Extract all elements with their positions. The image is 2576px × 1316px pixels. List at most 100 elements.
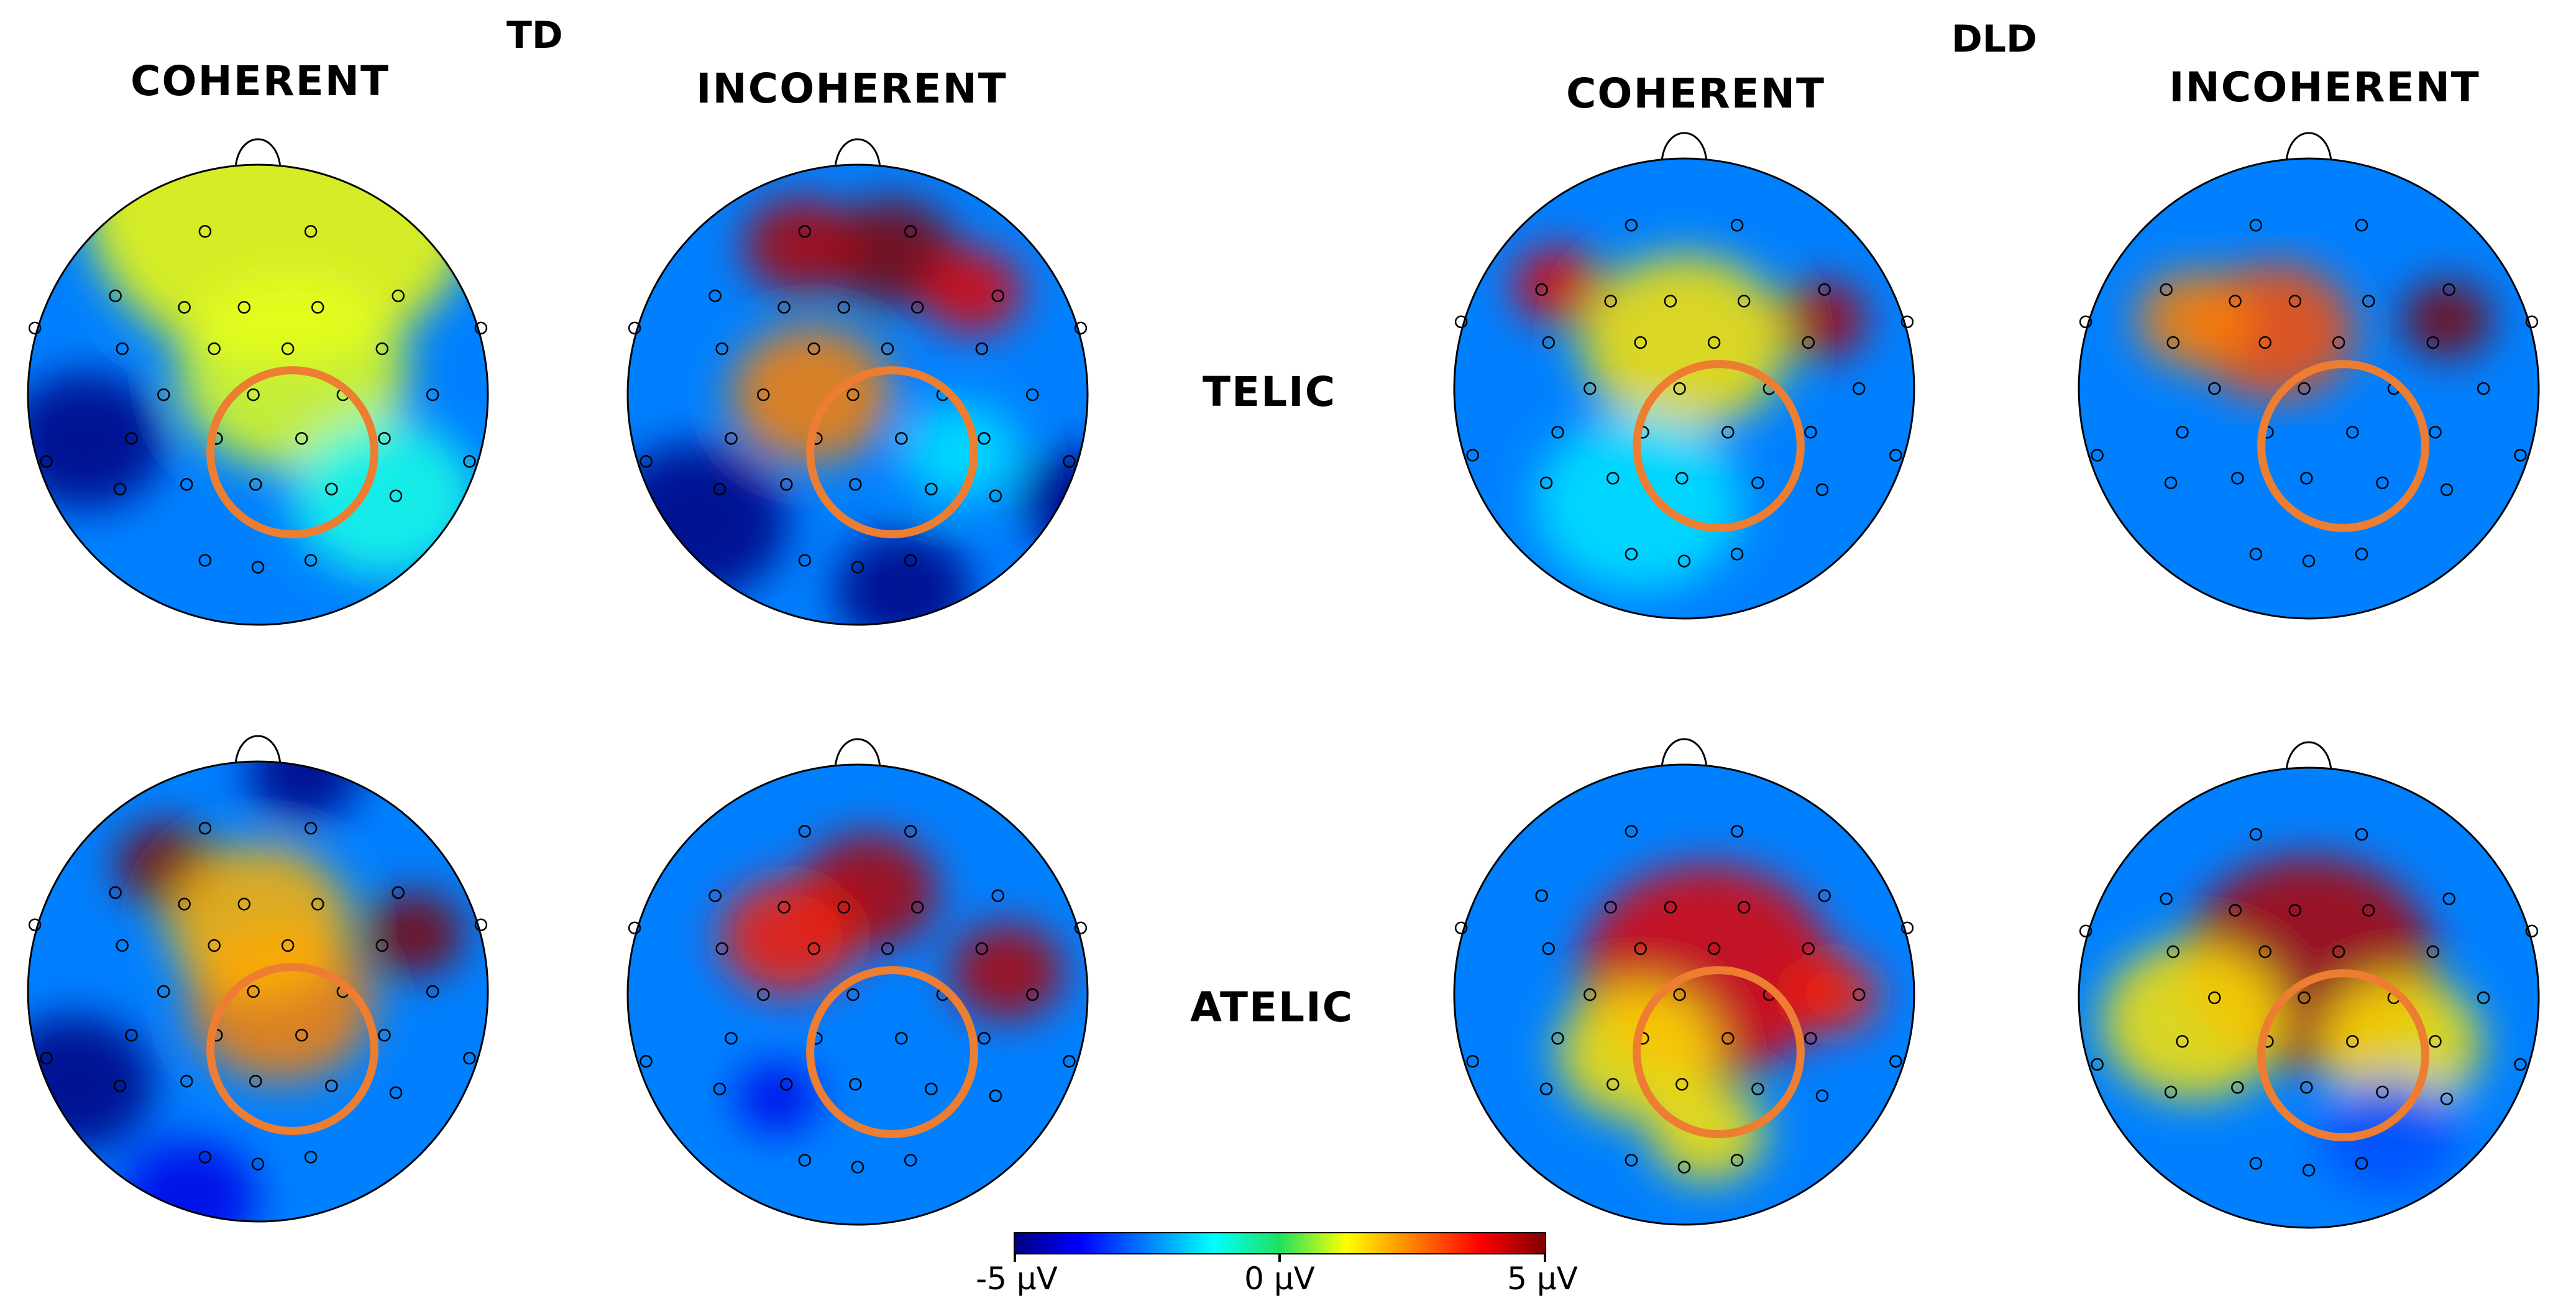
electrode-marker <box>1535 283 1548 297</box>
electrode-marker <box>198 554 212 567</box>
topomap-td-coherent-atelic <box>27 735 489 1223</box>
electrode-marker <box>798 225 812 238</box>
electrode-marker <box>925 1082 938 1095</box>
electrode-marker <box>281 939 295 952</box>
electrode-marker <box>2300 472 2313 485</box>
potential-field <box>628 765 1088 1225</box>
electrode-marker <box>1535 889 1548 903</box>
electrode-marker <box>463 455 476 468</box>
electrode-marker <box>725 432 738 445</box>
roi-circle <box>206 963 378 1135</box>
activity-blob <box>2136 270 2252 369</box>
electrode-marker <box>989 1089 1002 1103</box>
electrode-marker <box>2258 945 2271 959</box>
electrode-marker <box>1673 382 1686 395</box>
electrode-marker <box>249 478 262 491</box>
activity-blob <box>246 762 362 822</box>
topomap-td-incoherent-telic <box>626 138 1089 626</box>
electrode-marker <box>708 289 722 303</box>
electrode-marker <box>1664 901 1677 914</box>
electrode-marker <box>375 939 389 952</box>
topomap-td-incoherent-atelic <box>626 738 1089 1226</box>
electrode-marker <box>1025 388 1039 402</box>
electrode-marker <box>1677 1161 1691 1174</box>
electrode-marker <box>2300 1081 2313 1094</box>
electrode-marker <box>474 918 488 931</box>
head-outline <box>626 763 1089 1226</box>
activity-blob <box>735 1062 819 1134</box>
electrode-marker <box>1730 219 1744 232</box>
electrode-marker <box>2332 336 2345 349</box>
electrode-marker <box>2231 472 2244 485</box>
column-label-dld-incoherent: INCOHERENT <box>2169 63 2480 111</box>
activity-blob <box>950 923 1065 1021</box>
electrode-marker <box>807 342 820 356</box>
head-outline <box>27 163 489 626</box>
electrode-marker <box>2160 283 2173 297</box>
activity-blob <box>2102 942 2286 1099</box>
electrode-marker <box>991 889 1004 903</box>
activity-blob <box>628 443 789 600</box>
electrode-marker <box>304 225 318 238</box>
column-label-td-coherent: COHERENT <box>131 57 390 105</box>
electrode-marker <box>978 432 991 445</box>
electrode-marker <box>1466 1055 1479 1068</box>
group-label-td: TD <box>506 14 563 57</box>
electrode-marker <box>2477 382 2490 395</box>
electrode-marker <box>881 342 894 356</box>
electrode-marker <box>639 455 653 468</box>
electrode-marker <box>1584 382 1597 395</box>
electrode-marker <box>113 1079 127 1092</box>
electrode-marker <box>1539 1082 1553 1095</box>
electrode-marker <box>237 898 251 911</box>
electrode-marker <box>2249 219 2263 232</box>
activity-blob <box>120 1139 258 1222</box>
electrode-marker <box>304 822 318 835</box>
electrode-marker <box>725 1032 738 1045</box>
electrode-marker <box>1889 1055 1902 1068</box>
electrode-marker <box>1542 336 1555 349</box>
electrode-marker <box>1889 449 1902 462</box>
electrode-marker <box>904 1154 917 1167</box>
head-outline <box>1453 157 1915 620</box>
electrode-marker <box>392 886 405 900</box>
electrode-marker <box>180 1075 193 1088</box>
electrode-marker <box>1625 548 1638 561</box>
electrode-marker <box>311 301 324 314</box>
electrode-marker <box>1074 921 1088 934</box>
potential-field <box>28 762 488 1222</box>
electrode-marker <box>2440 1092 2454 1106</box>
electrode-marker <box>757 988 770 1001</box>
activity-blob <box>1580 254 1788 431</box>
electrode-marker <box>157 985 170 998</box>
potential-field <box>2079 159 2539 619</box>
electrode-marker <box>1607 472 1620 485</box>
electrode-marker <box>2079 924 2092 937</box>
electrode-marker <box>1751 476 1764 489</box>
electrode-marker <box>715 942 728 955</box>
electrode-marker <box>895 432 908 445</box>
electrode-marker <box>281 342 295 356</box>
electrode-marker <box>295 1029 308 1042</box>
electrode-marker <box>910 901 924 914</box>
electrode-marker <box>1707 942 1721 955</box>
electrode-marker <box>116 939 129 952</box>
activity-blob <box>2320 1077 2459 1195</box>
electrode-marker <box>251 1157 265 1171</box>
electrode-marker <box>426 985 439 998</box>
electrode-marker <box>851 1161 864 1174</box>
electrode-marker <box>1625 825 1638 838</box>
electrode-marker <box>837 301 851 314</box>
colorbar-label-max: 5 μV <box>1507 1261 1578 1297</box>
electrode-marker <box>2302 1164 2316 1177</box>
electrode-marker <box>1815 483 1829 497</box>
electrode-marker <box>715 342 728 356</box>
topomap-td-coherent-telic <box>27 138 489 626</box>
electrode-marker <box>378 1029 391 1042</box>
topomap-dld-coherent-telic <box>1453 132 1915 620</box>
electrode-marker <box>2288 295 2302 308</box>
electrode-marker <box>378 432 391 445</box>
electrode-marker <box>1584 988 1597 1001</box>
topomap-dld-coherent-atelic <box>1453 738 1915 1226</box>
potential-field <box>1454 765 1914 1225</box>
